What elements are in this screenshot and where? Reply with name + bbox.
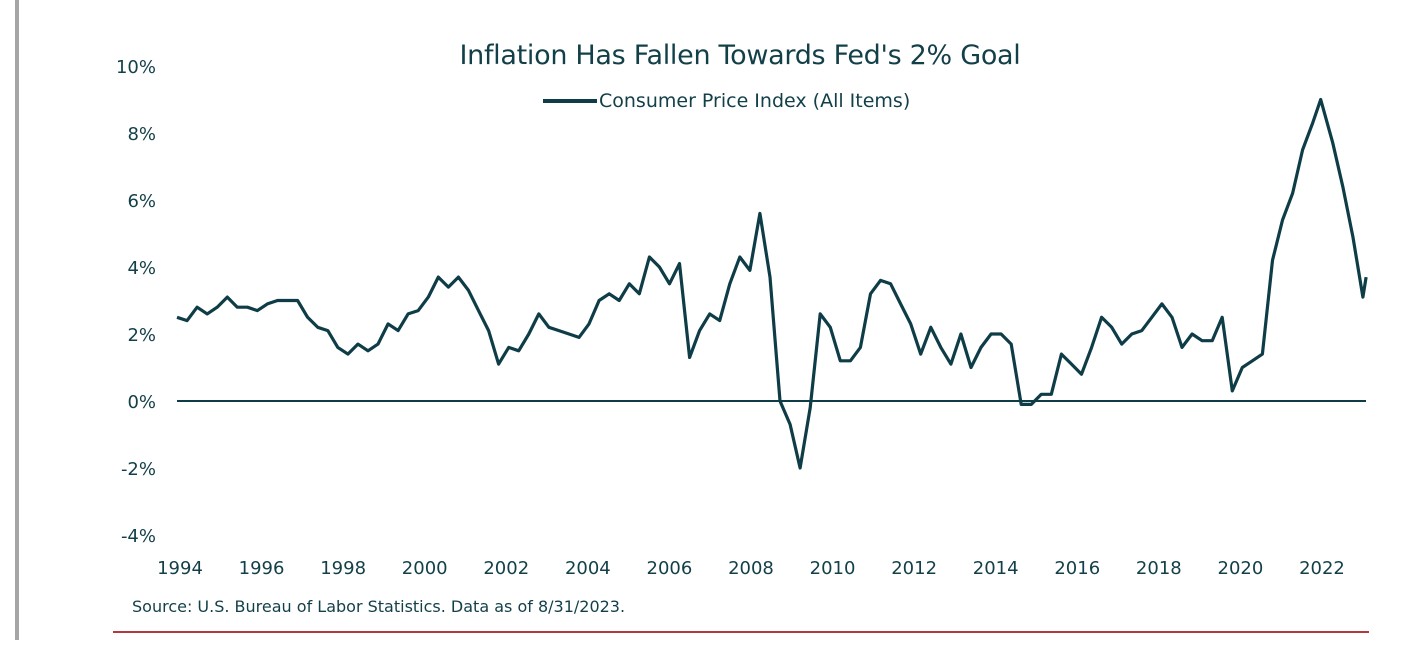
y-tick-label: 6% xyxy=(127,191,156,212)
source-note: Source: U.S. Bureau of Labor Statistics.… xyxy=(132,597,626,616)
y-tick-label: 8% xyxy=(127,124,156,145)
y-tick-label: 0% xyxy=(127,392,156,413)
x-tick-label: 1998 xyxy=(320,558,366,579)
x-tick-label: 2002 xyxy=(483,558,529,579)
legend-label: Consumer Price Index (All Items) xyxy=(599,90,911,112)
x-tick-label: 2006 xyxy=(647,558,693,579)
left-border-bar xyxy=(15,0,19,640)
x-tick-label: 2014 xyxy=(973,558,1019,579)
cpi-series-line xyxy=(176,97,1368,470)
x-tick-label: 2004 xyxy=(565,558,611,579)
bottom-rule xyxy=(113,631,1369,633)
chart-title: Inflation Has Fallen Towards Fed's 2% Go… xyxy=(459,40,1021,71)
x-tick-label: 2018 xyxy=(1136,558,1182,579)
x-tick-label: 2012 xyxy=(891,558,937,579)
legend-line-swatch xyxy=(543,99,597,103)
y-tick-label: -2% xyxy=(121,459,156,480)
y-tick-label: 2% xyxy=(127,325,156,346)
x-tick-label: 1996 xyxy=(239,558,285,579)
x-tick-label: 1994 xyxy=(157,558,203,579)
y-tick-label: 4% xyxy=(127,258,156,279)
x-tick-label: 2010 xyxy=(810,558,856,579)
legend: Consumer Price Index (All Items) xyxy=(543,90,910,112)
x-tick-label: 2020 xyxy=(1218,558,1264,579)
y-tick-label: 10% xyxy=(116,57,156,78)
x-tick-label: 2000 xyxy=(402,558,448,579)
x-tick-label: 2016 xyxy=(1054,558,1100,579)
y-tick-label: -4% xyxy=(121,526,156,547)
x-tick-label: 2022 xyxy=(1299,558,1345,579)
x-tick-label: 2008 xyxy=(728,558,774,579)
